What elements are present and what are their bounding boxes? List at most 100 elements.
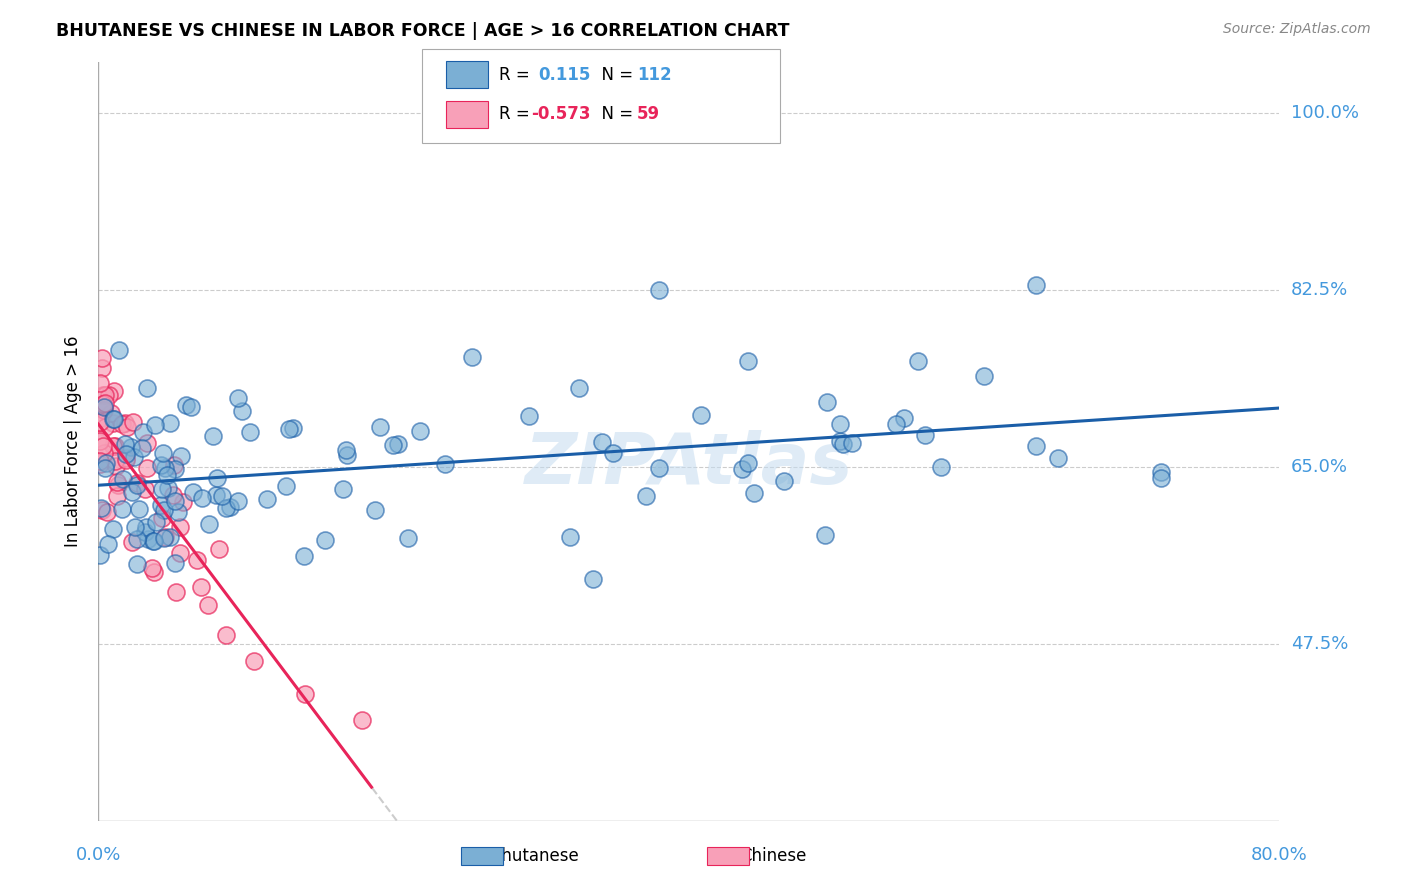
Point (197, 598, 219, 612)
Point (136, 436, 159, 450)
Point (135, 381, 157, 395)
Point (884, 417, 907, 431)
Text: N =: N = (591, 66, 638, 84)
Point (91, 439, 114, 453)
Text: 65.0%: 65.0% (1291, 458, 1347, 475)
Point (97, 537, 120, 551)
Point (648, 460, 671, 475)
Point (93, 403, 115, 417)
Point (914, 428, 936, 442)
Point (929, 459, 952, 474)
Point (125, 476, 148, 491)
Point (90, 410, 112, 425)
Point (907, 353, 929, 368)
Point (165, 584, 187, 599)
Point (205, 488, 228, 502)
Point (115, 450, 138, 465)
Point (89, 432, 111, 446)
Point (114, 437, 136, 451)
Point (114, 416, 136, 430)
Text: Source: ZipAtlas.com: Source: ZipAtlas.com (1223, 22, 1371, 37)
Point (145, 516, 167, 530)
Point (215, 628, 238, 642)
Point (174, 398, 197, 412)
Point (120, 440, 142, 454)
Point (91, 396, 114, 410)
Point (90, 500, 112, 515)
Point (1150, 465, 1173, 479)
Point (169, 546, 191, 560)
Text: 80.0%: 80.0% (1251, 846, 1308, 863)
Point (772, 475, 794, 489)
Point (163, 458, 186, 472)
Point (1025, 277, 1047, 292)
Point (165, 556, 187, 570)
Point (314, 533, 336, 548)
Point (350, 713, 373, 727)
Point (815, 394, 838, 409)
Point (125, 478, 148, 492)
Text: ZIPAtlas: ZIPAtlas (524, 430, 853, 499)
Point (94, 456, 117, 470)
Point (89, 458, 111, 472)
Point (93, 400, 115, 414)
Point (292, 549, 315, 563)
Point (332, 482, 354, 496)
Text: 47.5%: 47.5% (1291, 635, 1348, 653)
Point (731, 462, 754, 476)
Point (433, 457, 456, 471)
Point (142, 533, 165, 548)
Point (191, 491, 214, 505)
Point (132, 425, 155, 440)
Text: BHUTANESE VS CHINESE IN LABOR FORCE | AGE > 16 CORRELATION CHART: BHUTANESE VS CHINESE IN LABOR FORCE | AG… (56, 22, 790, 40)
Text: N =: N = (591, 105, 638, 123)
Point (276, 479, 298, 493)
Point (368, 420, 391, 434)
Point (186, 553, 208, 567)
Point (814, 528, 837, 542)
Point (142, 565, 165, 579)
Text: Bhutanese: Bhutanese (489, 847, 579, 865)
Point (831, 437, 853, 451)
Point (201, 429, 224, 443)
Point (153, 531, 176, 545)
Point (1150, 471, 1173, 485)
Point (381, 438, 404, 452)
Point (101, 412, 124, 426)
Point (134, 524, 156, 539)
Point (218, 500, 240, 515)
Point (91, 503, 114, 517)
Point (152, 502, 174, 516)
Point (172, 495, 194, 509)
Text: 0.115: 0.115 (538, 66, 591, 84)
Point (737, 353, 759, 368)
Point (830, 417, 852, 431)
Point (101, 439, 124, 453)
Point (169, 449, 191, 463)
Point (103, 384, 125, 399)
Point (104, 458, 127, 473)
Point (396, 531, 419, 545)
Point (180, 401, 202, 415)
Point (163, 493, 186, 508)
Point (134, 483, 156, 497)
Point (121, 535, 143, 549)
Point (96, 505, 118, 519)
Text: 82.5%: 82.5% (1291, 281, 1348, 299)
Point (364, 503, 387, 517)
Point (207, 542, 229, 557)
Point (190, 580, 212, 594)
Point (205, 471, 228, 485)
Point (94, 396, 117, 410)
Point (517, 409, 540, 424)
Text: 100.0%: 100.0% (1291, 104, 1358, 122)
Point (893, 410, 915, 425)
Point (150, 511, 173, 525)
Point (181, 484, 204, 499)
Point (163, 461, 186, 475)
Point (387, 436, 409, 450)
Text: R =: R = (499, 66, 540, 84)
Point (841, 436, 863, 450)
Point (1025, 439, 1047, 453)
Point (89, 454, 111, 468)
